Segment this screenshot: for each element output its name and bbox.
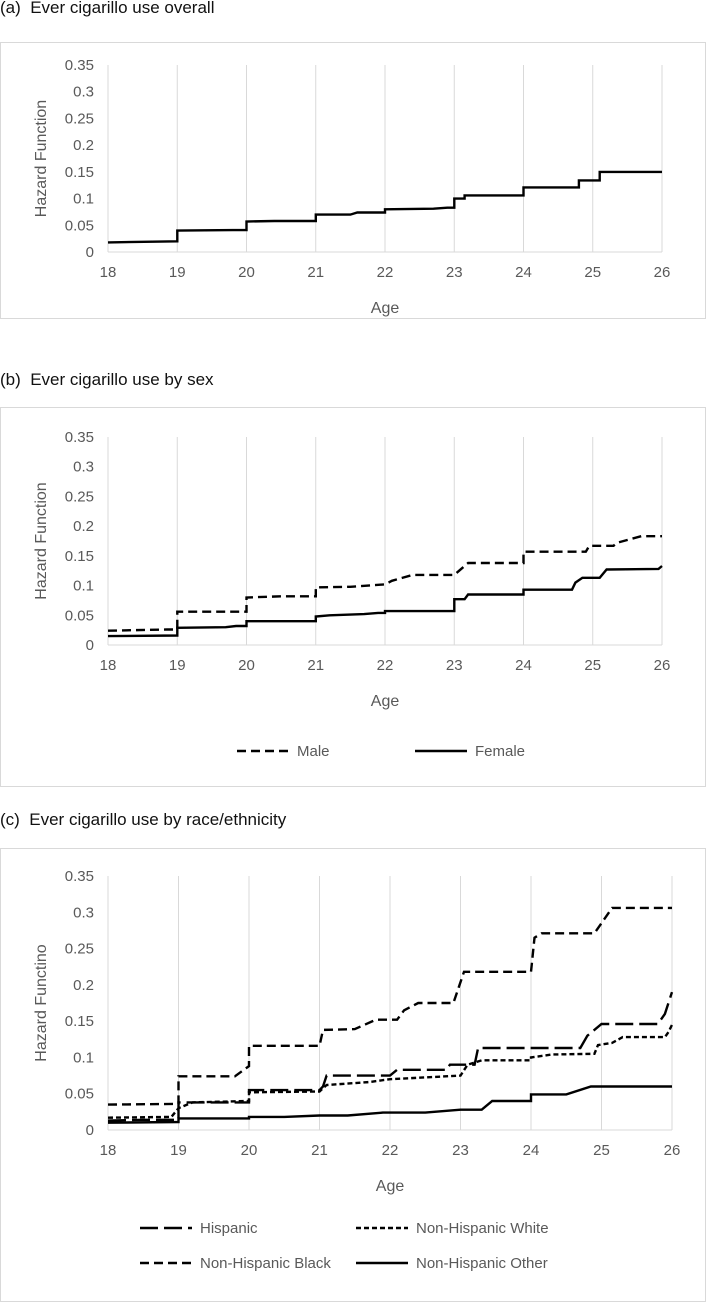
x-axis-title: Age [376, 1178, 405, 1195]
series-line-male [107, 535, 662, 632]
y-tick-label: 0 [86, 637, 94, 654]
x-tick-label: 21 [311, 1142, 328, 1159]
x-tick-label: 24 [523, 1142, 540, 1159]
y-tick-label: 0.35 [65, 429, 94, 446]
x-tick-label: 22 [377, 264, 394, 281]
x-tick-label: 21 [307, 264, 324, 281]
y-tick-label: 0.2 [73, 518, 94, 535]
y-tick-label: 0.1 [73, 578, 94, 595]
x-tick-label: 22 [377, 657, 394, 674]
x-tick-label: 24 [515, 264, 532, 281]
x-tick-label: 22 [382, 1142, 399, 1159]
legend-label: Non-Hispanic Black [200, 1255, 331, 1272]
y-tick-label: 0.05 [65, 217, 94, 234]
x-tick-label: 26 [654, 657, 671, 674]
x-tick-label: 20 [238, 264, 255, 281]
y-tick-label: 0.25 [65, 488, 94, 505]
y-tick-label: 0.15 [65, 548, 94, 565]
x-tick-label: 18 [100, 1142, 117, 1159]
y-tick-label: 0.05 [65, 607, 94, 624]
y-tick-label: 0.3 [73, 904, 94, 921]
x-tick-label: 26 [664, 1142, 681, 1159]
x-tick-label: 25 [584, 264, 601, 281]
legend-label: Hispanic [200, 1220, 258, 1237]
y-tick-label: 0.1 [73, 191, 94, 208]
y-tick-label: 0.05 [65, 1086, 94, 1103]
x-tick-label: 20 [241, 1142, 258, 1159]
x-tick-label: 19 [169, 657, 186, 674]
x-tick-label: 19 [170, 1142, 187, 1159]
x-tick-label: 26 [654, 264, 671, 281]
y-axis-title: Hazard Functino [33, 944, 50, 1061]
x-tick-label: 19 [169, 264, 186, 281]
y-tick-label: 0 [86, 244, 94, 261]
x-tick-label: 25 [593, 1142, 610, 1159]
x-axis-title: Age [371, 300, 400, 317]
y-tick-label: 0 [86, 1122, 94, 1139]
legend-label: Non-Hispanic White [416, 1220, 549, 1237]
panel-title-c: (c) Ever cigarillo use by race/ethnicity [0, 810, 287, 829]
x-tick-label: 21 [307, 657, 324, 674]
x-tick-label: 18 [100, 657, 117, 674]
series-line-non-hispanic-other [107, 1085, 672, 1124]
x-tick-label: 20 [238, 657, 255, 674]
y-tick-label: 0.3 [73, 459, 94, 476]
y-tick-label: 0.2 [73, 977, 94, 994]
x-tick-label: 25 [584, 657, 601, 674]
y-tick-label: 0.15 [65, 1013, 94, 1030]
x-tick-label: 24 [515, 657, 532, 674]
y-axis-title: Hazard Function [33, 482, 50, 599]
x-tick-label: 23 [446, 264, 463, 281]
legend-label: Female [475, 743, 525, 760]
y-tick-label: 0.25 [65, 941, 94, 958]
y-tick-label: 0.1 [73, 1049, 94, 1066]
x-axis-title: Age [371, 693, 400, 710]
series-line-non-hispanic-white [107, 1024, 674, 1119]
panel-title-a: (a) Ever cigarillo use overall [0, 0, 215, 17]
series-line-overall [107, 170, 662, 244]
y-tick-label: 0.35 [65, 868, 94, 885]
y-tick-label: 0.35 [65, 57, 94, 74]
y-tick-label: 0.3 [73, 84, 94, 101]
legend-label: Male [297, 743, 330, 760]
panel-title-b: (b) Ever cigarillo use by sex [0, 370, 214, 389]
x-tick-label: 23 [446, 657, 463, 674]
y-tick-label: 0.25 [65, 110, 94, 127]
y-tick-label: 0.15 [65, 164, 94, 181]
series-line-female [107, 565, 663, 638]
x-tick-label: 23 [452, 1142, 469, 1159]
x-tick-label: 18 [100, 264, 117, 281]
chart-area-c [0, 848, 706, 1302]
y-axis-title: Hazard Function [33, 100, 50, 217]
legend-label: Non-Hispanic Other [416, 1255, 548, 1272]
y-tick-label: 0.2 [73, 137, 94, 154]
chart-area-b [0, 407, 706, 787]
